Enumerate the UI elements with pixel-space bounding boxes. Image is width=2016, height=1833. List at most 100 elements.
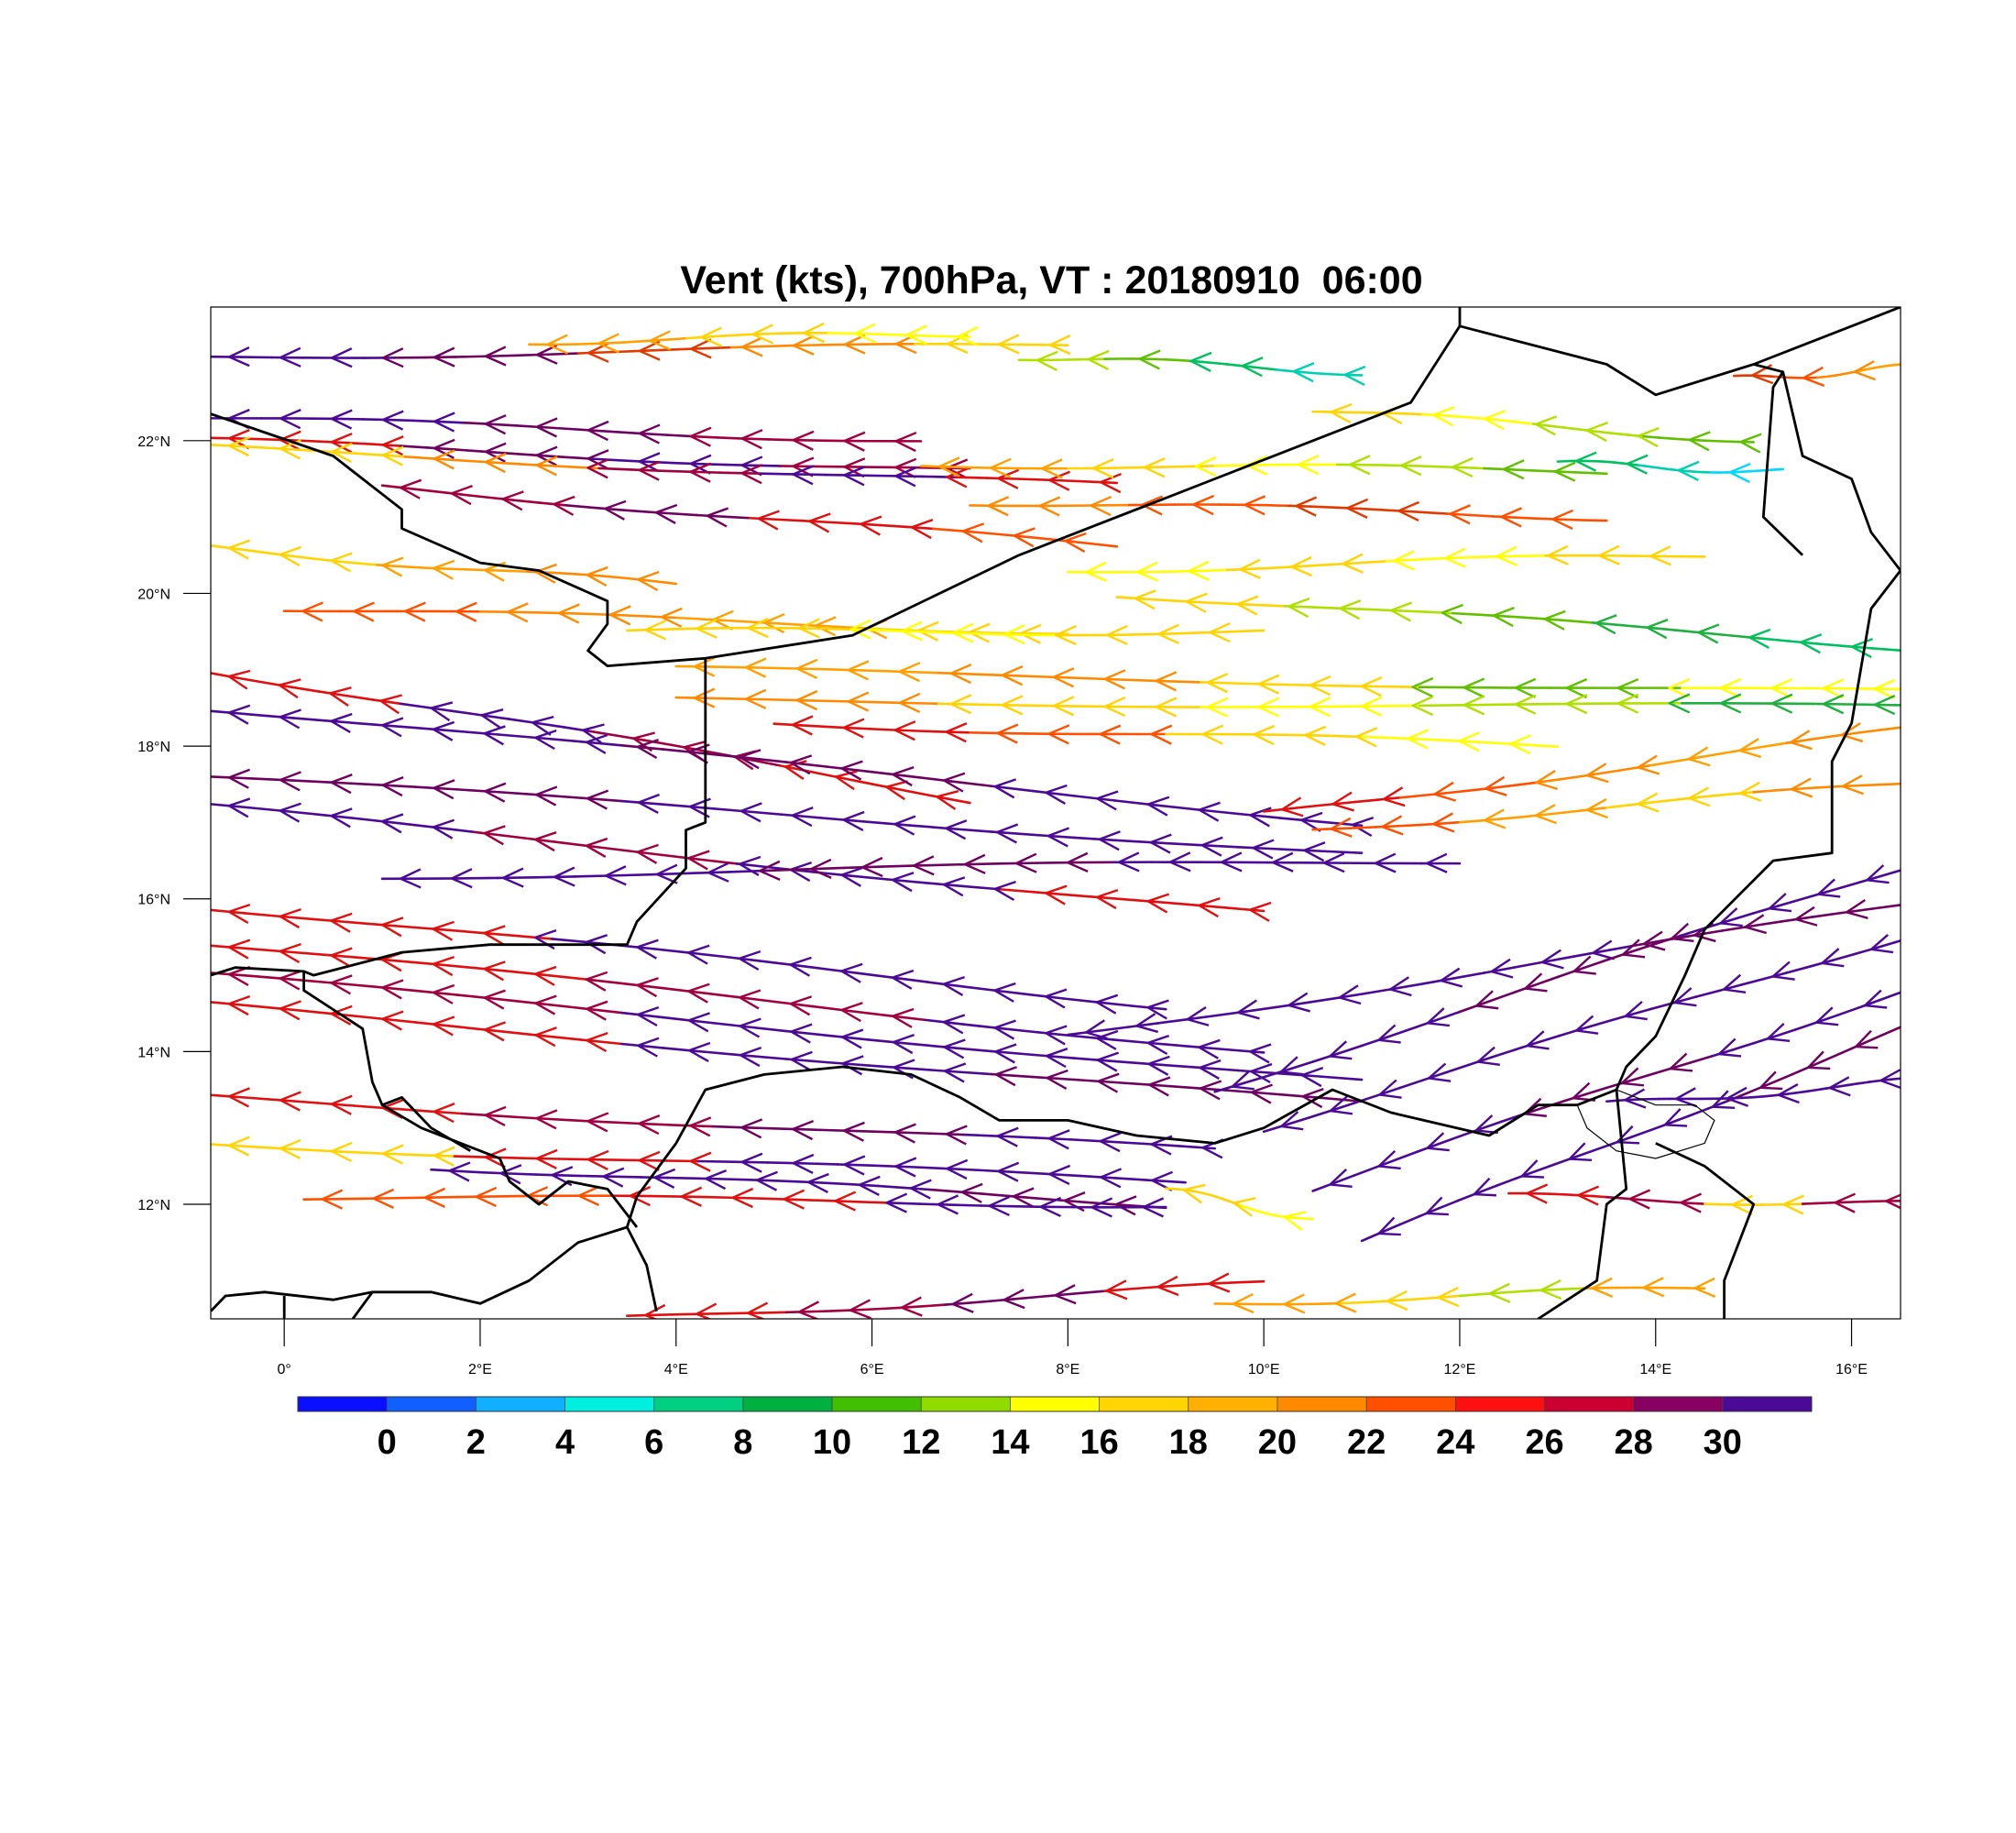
streamline-segment	[211, 444, 245, 448]
streamline-segment	[1444, 789, 1470, 795]
streamline-segment	[548, 840, 588, 848]
streamline-segment	[661, 853, 701, 862]
streamline-segment	[821, 343, 855, 346]
streamline-segment	[1535, 1034, 1561, 1045]
wind-chevron	[1514, 677, 1537, 698]
wind-chevron	[279, 771, 301, 792]
streamline-segment	[453, 1155, 491, 1159]
streamline-segment	[818, 1128, 858, 1133]
streamline-segment	[648, 1312, 674, 1317]
streamline-segment	[1720, 440, 1739, 444]
streamline-segment	[1869, 904, 1901, 911]
wind-chevron	[450, 868, 473, 889]
wind-chevron	[1854, 1029, 1879, 1049]
wind-chevron	[789, 956, 812, 977]
streamline-segment	[250, 777, 295, 782]
streamline-segment	[510, 970, 551, 977]
streamline-segment	[849, 1182, 879, 1188]
wind-chevron	[455, 601, 477, 622]
streamline-segment	[826, 1034, 871, 1041]
streamline-segment	[1187, 903, 1228, 909]
streamline-segment	[414, 989, 459, 996]
wind-chevron	[604, 865, 627, 886]
wind-chevron	[533, 831, 557, 852]
streamline-segment	[1506, 702, 1552, 706]
streamline-segment	[318, 690, 348, 697]
wind-chevron	[483, 989, 506, 1010]
wind-chevron	[1428, 1062, 1452, 1082]
colorbar-swatch	[1455, 1397, 1545, 1411]
wind-chevron	[943, 1062, 967, 1083]
wind-chevron	[843, 334, 866, 355]
wind-chevron	[1463, 677, 1485, 698]
wind-chevron	[586, 1000, 608, 1021]
wind-chevron	[1248, 1043, 1272, 1064]
streamline-segment	[928, 1188, 958, 1193]
streamline-segment	[1243, 682, 1290, 686]
wind-chevron	[534, 994, 557, 1015]
wind-chevron	[381, 435, 404, 456]
streamline-segment	[743, 809, 788, 817]
wind-chevron	[834, 1191, 857, 1212]
wind-chevron	[301, 601, 323, 622]
wind-chevron	[1840, 722, 1864, 743]
streamline	[1213, 864, 1901, 1093]
wind-chevron	[840, 1002, 863, 1023]
streamline-segment	[211, 436, 239, 440]
streamline-segment	[1031, 833, 1076, 840]
streamline-segment	[491, 569, 511, 573]
wind-chevron	[483, 725, 506, 746]
wind-chevron	[1329, 1169, 1353, 1189]
streamline-segment	[437, 420, 466, 424]
wind-chevron	[1209, 621, 1231, 643]
colorbar-label: 0	[378, 1423, 397, 1462]
streamline	[1507, 1183, 1901, 1215]
streamline-segment	[1500, 741, 1531, 747]
wind-chevron	[330, 947, 353, 968]
streamline-segment	[1841, 1042, 1864, 1054]
streamline	[626, 618, 1265, 646]
streamline-segment	[741, 437, 771, 441]
streamline	[1115, 589, 1901, 659]
streamline-segment	[620, 799, 664, 806]
wind-chevron	[936, 790, 959, 810]
streamline-segment	[1332, 1174, 1356, 1185]
streamline-segment	[944, 466, 971, 469]
wind-chevron	[1143, 457, 1166, 478]
streamline-segment	[1155, 804, 1199, 811]
streamline-segment	[1750, 920, 1783, 927]
wind-chevron	[707, 862, 729, 883]
wind-chevron	[1574, 451, 1597, 472]
streamline-segment	[459, 493, 488, 499]
streamline-segment	[392, 565, 411, 569]
wind-chevron	[1322, 852, 1345, 873]
streamline-segment	[1430, 556, 1456, 561]
wind-chevron	[227, 1136, 250, 1157]
wind-chevron	[279, 346, 301, 368]
streamline-segment	[486, 496, 515, 501]
wind-chevron	[1759, 1070, 1783, 1091]
streamline	[674, 656, 1901, 700]
streamline-segment	[455, 993, 500, 1001]
streamline-segment	[359, 818, 400, 825]
streamline-segment	[1421, 1070, 1447, 1081]
wind-chevron	[1693, 1277, 1716, 1298]
lon-tick-label: 8°E	[1056, 1362, 1079, 1377]
streamline-segment	[1255, 603, 1287, 608]
streamline-segment	[1031, 1053, 1076, 1059]
wind-chevron	[997, 334, 1020, 355]
streamline-segment	[800, 519, 830, 524]
border-line	[211, 658, 707, 977]
wind-chevron	[279, 970, 301, 991]
streamline-segment	[1512, 960, 1545, 969]
wind-chevron	[795, 658, 818, 679]
wind-chevron	[432, 920, 455, 941]
wind-chevron	[227, 346, 250, 368]
wind-chevron	[738, 949, 761, 971]
streamline-segment	[1148, 632, 1175, 636]
streamline-segment	[414, 1021, 459, 1028]
streamline-segment	[497, 997, 542, 1005]
streamline-segment	[317, 1102, 356, 1107]
streamline-segment	[1613, 461, 1624, 465]
wind-chevron	[696, 1302, 718, 1319]
